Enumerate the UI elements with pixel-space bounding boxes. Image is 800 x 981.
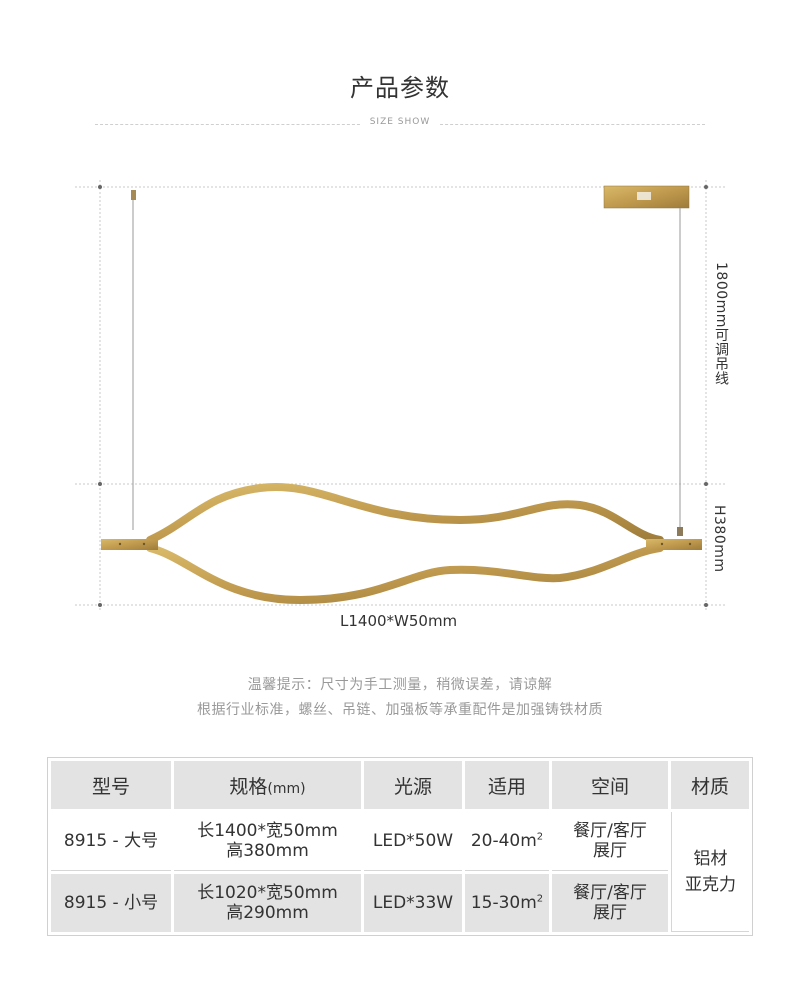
- row2-area: 15-30m2: [465, 874, 549, 932]
- header-model: 型号: [51, 761, 171, 809]
- header-spec-label: 规格: [229, 775, 268, 798]
- body-size-label: L1400*W50mm: [340, 612, 458, 630]
- subtitle-divider-left: [95, 124, 365, 125]
- spec-table: 型号 规格(mm) 光源 适用 空间 材质 8915 - 大号 长1400*宽5…: [47, 757, 753, 936]
- row1-spec: 长1400*宽50mm 高380mm: [174, 812, 361, 871]
- section-subtitle: SIZE SHOW: [0, 117, 800, 127]
- dimension-guides: [75, 180, 725, 612]
- canopy-vent: [637, 192, 651, 200]
- header-material: 材质: [671, 761, 749, 809]
- row2-spec-line2: 高290mm: [226, 903, 309, 923]
- material-line1: 铝材: [693, 848, 728, 869]
- row2-space-line2: 展厅: [593, 903, 627, 923]
- left-ceiling-anchor: [131, 190, 136, 200]
- row1-area-sup: 2: [536, 831, 544, 843]
- right-wire-clamp: [677, 527, 683, 536]
- row1-area-value: 20-40m: [470, 831, 537, 851]
- row1-space: 餐厅/客厅 展厅: [552, 812, 668, 871]
- row2-space: 餐厅/客厅 展厅: [552, 874, 668, 932]
- page-title: 产品参数: [350, 74, 450, 102]
- row2-area-value: 15-30m: [470, 893, 537, 913]
- dimension-dots: [98, 185, 708, 607]
- row1-spec-line2: 高380mm: [226, 841, 309, 861]
- header-spec-unit: (mm): [267, 780, 306, 797]
- material-line2: 亚克力: [685, 874, 736, 895]
- row2-spec: 长1020*宽50mm 高290mm: [174, 874, 361, 932]
- table-row: 8915 - 大号 长1400*宽50mm 高380mm LED*50W 20-4…: [51, 812, 749, 932]
- header-area: 适用: [465, 761, 549, 809]
- table-row: 8915 - 小号 长1020*宽50mm 高290mm LED*33W 15-3…: [51, 874, 749, 932]
- row1-area: 20-40m2: [465, 812, 549, 871]
- row2-space-line1: 餐厅/客厅: [573, 883, 647, 903]
- row1-model: 8915 - 大号: [51, 812, 171, 871]
- row1-space-line1: 餐厅/客厅: [573, 821, 647, 841]
- header-spec: 规格(mm): [174, 761, 361, 809]
- header-light: 光源: [364, 761, 462, 809]
- suspension-length-label: 1800mm可调吊线: [713, 262, 729, 386]
- row2-model: 8915 - 小号: [51, 874, 171, 932]
- row1-spec-line1: 长1400*宽50mm: [197, 821, 338, 841]
- row1-light: LED*50W: [364, 812, 462, 871]
- row2-light: LED*33W: [364, 874, 462, 932]
- row1-space-line2: 展厅: [593, 841, 627, 861]
- subtitle-divider-right: [435, 124, 705, 125]
- lamp-dimension-diagram: [75, 180, 725, 612]
- table-header-row: 型号 规格(mm) 光源 适用 空间 材质: [51, 761, 749, 809]
- material-cell: 铝材 亚克力: [671, 812, 749, 932]
- wave-lamp-body: [101, 483, 702, 605]
- subtitle-text: SIZE SHOW: [361, 117, 439, 127]
- body-height-label: H380mm: [711, 505, 727, 573]
- header-space: 空间: [552, 761, 668, 809]
- measurement-note: 温馨提示：尺寸为手工测量，稍微误差，请谅解: [247, 677, 553, 693]
- row2-area-sup: 2: [536, 893, 544, 905]
- material-note: 根据行业标准，螺丝、吊链、加强板等承重配件是加强铸铁材质: [197, 702, 603, 718]
- row2-spec-line1: 长1020*宽50mm: [197, 883, 338, 903]
